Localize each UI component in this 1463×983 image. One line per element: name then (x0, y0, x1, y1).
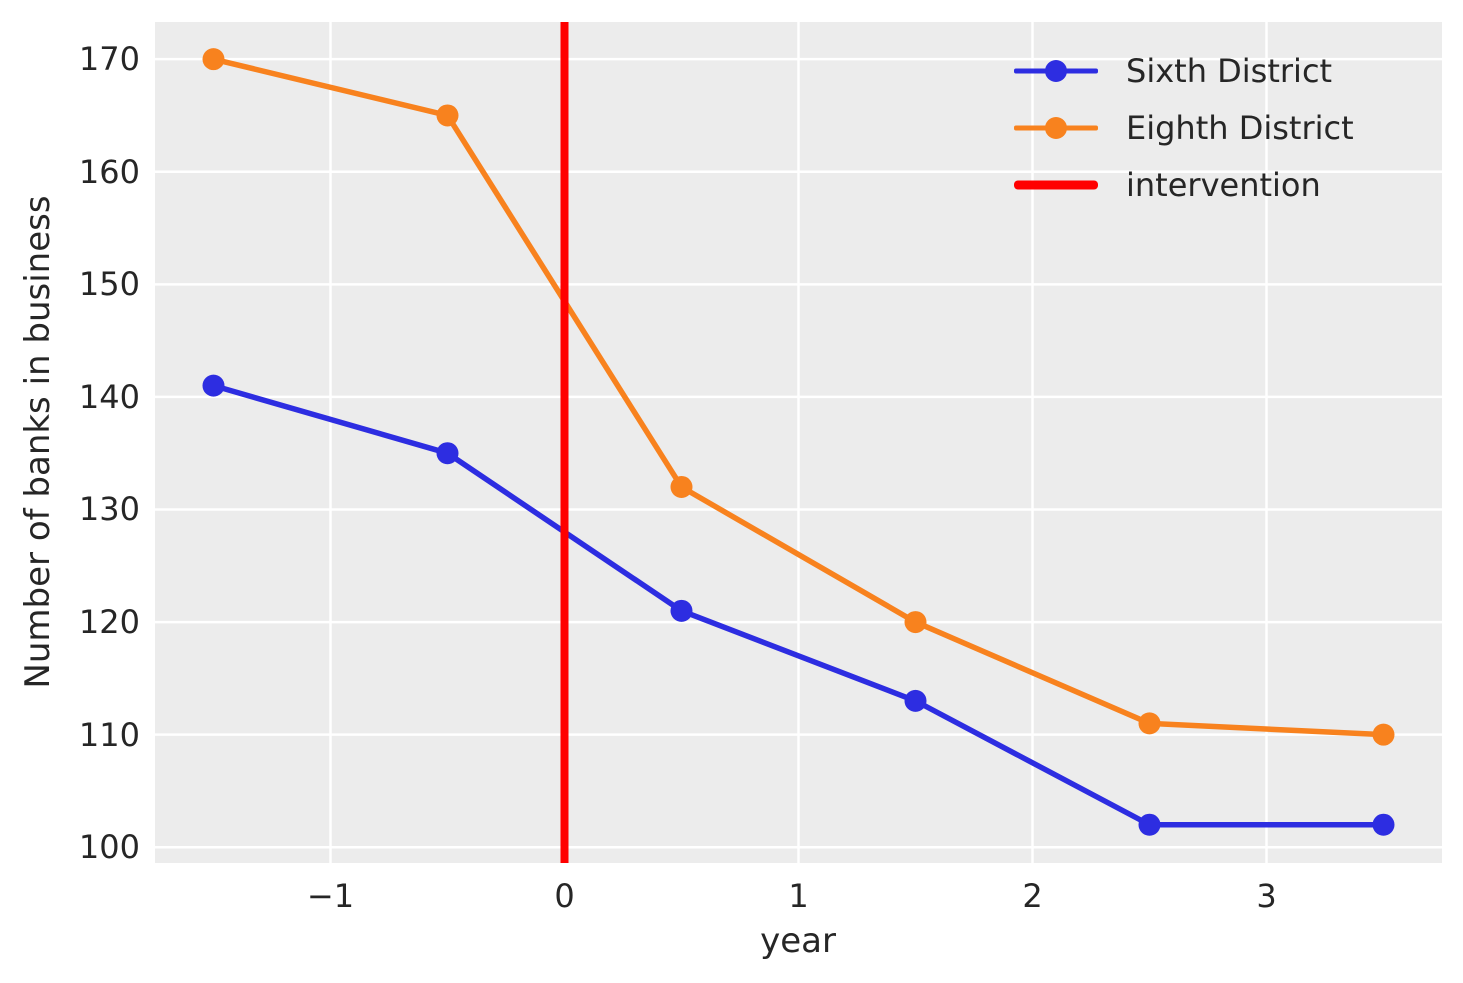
series-marker-eighth-district (904, 611, 927, 634)
y-tick-label: 100 (78, 828, 140, 867)
y-tick-label: 170 (78, 40, 140, 79)
legend-label: intervention (1126, 165, 1321, 204)
series-marker-sixth-district (670, 599, 693, 622)
legend-item-eighth-district: Eighth District (1014, 99, 1354, 156)
series-marker-sixth-district (436, 442, 459, 465)
series-marker-eighth-district (1138, 712, 1161, 735)
y-tick-label: 120 (78, 603, 140, 642)
legend-dot-swatch (1045, 59, 1067, 82)
series-line-sixth-district (210, 382, 1387, 828)
y-tick-label: 130 (78, 490, 140, 529)
y-tick-label: 160 (78, 152, 140, 191)
x-tick-label: 1 (788, 877, 809, 915)
legend-line-swatch (1014, 180, 1098, 189)
series-marker-eighth-district (202, 48, 225, 71)
thick-line-icon (1014, 173, 1098, 197)
x-tick-label: 0 (554, 877, 575, 915)
legend-label: Eighth District (1126, 108, 1354, 147)
series-marker-eighth-district (1372, 723, 1395, 746)
x-axis-label: year (760, 921, 836, 961)
y-axis-label: Number of banks in business (18, 195, 58, 689)
line-marker-icon (1014, 116, 1098, 140)
legend-item-sixth-district: Sixth District (1014, 42, 1354, 99)
legend-dot-swatch (1045, 116, 1067, 139)
series-marker-eighth-district (436, 104, 459, 127)
series-marker-sixth-district (904, 689, 927, 712)
x-tick-label: 3 (1256, 877, 1277, 915)
series-marker-sixth-district (1138, 813, 1161, 836)
y-tick-label: 140 (78, 377, 140, 416)
line-marker-icon (1014, 59, 1098, 83)
series-marker-sixth-district (1372, 813, 1395, 836)
y-tick-label: 110 (78, 715, 140, 754)
series-marker-eighth-district (670, 475, 693, 498)
legend-item-intervention: intervention (1014, 156, 1354, 213)
series-line-eighth-district (210, 56, 1387, 738)
y-tick-label: 150 (78, 265, 140, 304)
series-marker-sixth-district (202, 374, 225, 397)
legend: Sixth District Eighth District intervent… (1014, 42, 1354, 213)
x-tick-label: −1 (306, 877, 355, 915)
x-tick-label: 2 (1022, 877, 1043, 915)
legend-label: Sixth District (1126, 51, 1333, 90)
